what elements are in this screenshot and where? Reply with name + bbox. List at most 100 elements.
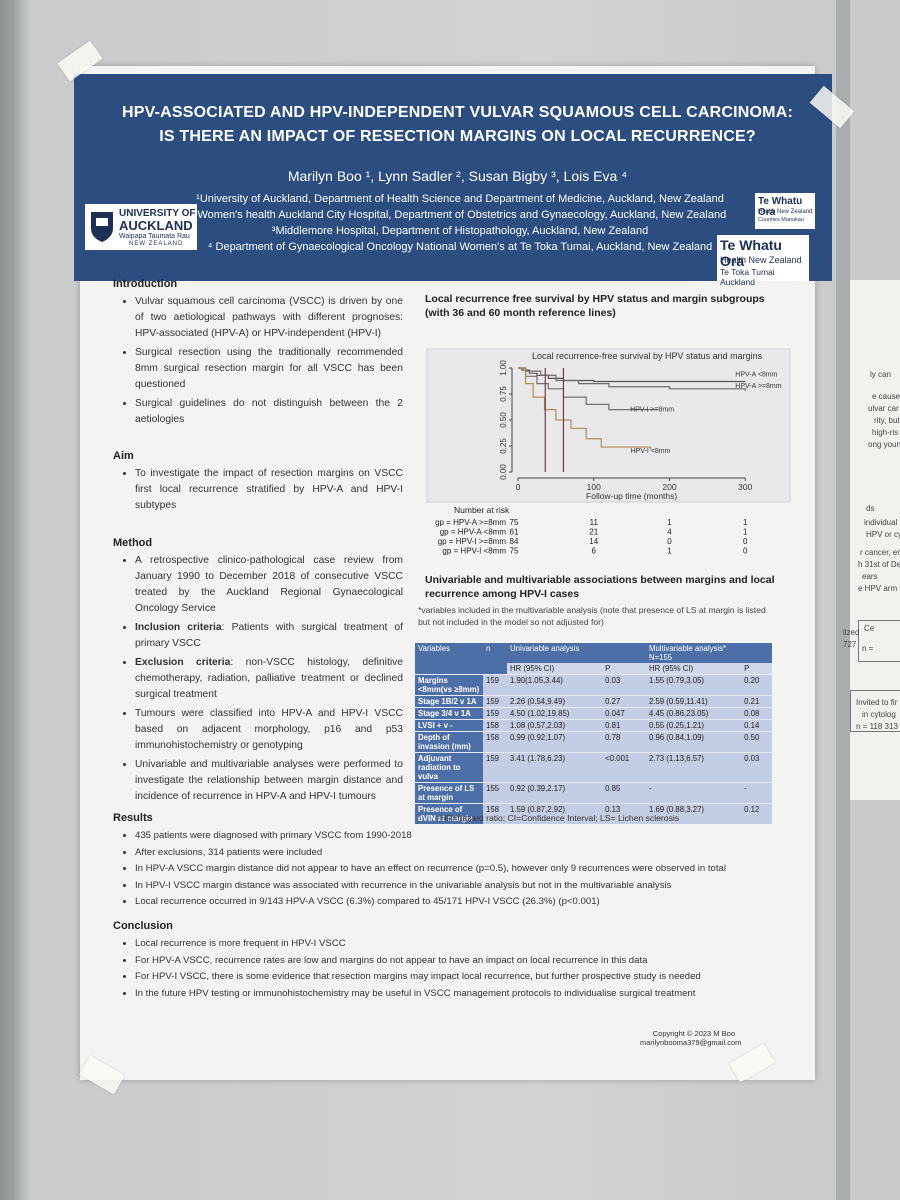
fragment-text: ds xyxy=(866,504,875,513)
logo-text: NEW ZEALAND xyxy=(129,241,184,247)
section-heading: Results xyxy=(113,812,153,824)
results-table: Variables n Univariable analysis Multivaria… xyxy=(415,643,772,824)
bullet: For HPV-I VSCC, there is some evidence t… xyxy=(135,969,783,986)
header-row: Variables n Univariable analysis Multivaria… xyxy=(415,643,772,675)
logo-text: Te Whatu Ora xyxy=(720,237,782,269)
bullet-text: : non-VSCC histology, definitive chemoth… xyxy=(135,657,403,700)
table-cell: 0.81 xyxy=(602,719,646,732)
auckland-logo: Te Whatu Ora Health New Zealand Te Toka … xyxy=(717,235,809,287)
table-cell: - xyxy=(645,782,742,804)
table-cell: 0.96 (0.84,1.09) xyxy=(645,731,742,753)
risk-count: 0 xyxy=(743,537,748,546)
bullet-list: Vulvar squamous cell carcinoma (VSCC) is… xyxy=(113,294,403,428)
logo-text: Counties Manukau xyxy=(758,217,804,223)
series-label: HPV-A <8mm xyxy=(735,372,777,379)
fragment-text: rity, but xyxy=(874,416,900,425)
table-cell: 0.13 xyxy=(602,803,646,824)
table-cell: 0.85 xyxy=(602,782,646,804)
risk-count: 61 xyxy=(510,528,519,537)
table-row: Stage 3/4 v 1A 159 4.50 (1.02,19.85) 0.047 4… xyxy=(415,707,772,720)
bullet: In HPV-A VSCC margin distance did not ap… xyxy=(135,861,783,878)
column-header: n xyxy=(483,643,507,675)
table-cell: 1.90(1.05,3.44) xyxy=(507,674,603,696)
authors: Marilyn Boo ¹, Lynn Sadler ², Susan Bigb… xyxy=(287,168,628,184)
fragment-text: 727 xyxy=(843,640,857,649)
counties-logo: Te Whatu Ora Health New Zealand Counties… xyxy=(755,193,815,229)
table-cell: 4.45 (0.86,23.05) xyxy=(645,707,742,720)
table-cell: 159 xyxy=(483,707,507,720)
flow-box xyxy=(850,690,900,732)
table-cell: 4.50 (1.02,19.85) xyxy=(507,707,603,720)
table-cell: 2.26 (0.54,9.49) xyxy=(507,695,603,708)
table-row: LVSI + v -158 1.08 (0.57,2.03) 0.81 0.55 (0… xyxy=(415,719,772,732)
bullet: Univariable and multivariable analyses w… xyxy=(135,757,403,805)
y-tick-label: 0.75 xyxy=(499,386,508,402)
bullet: Exclusion criteria: non-VSCC histology, … xyxy=(135,655,403,703)
fragment-text: e HPV arm c xyxy=(858,584,900,593)
university-logo: UNIVERSITY OF AUCKLAND Waipapa Taumata R… xyxy=(85,204,197,250)
introduction-section: Introduction Vulvar squamous cell carcino… xyxy=(113,278,403,431)
risk-label: gp = HPV-A <8mm xyxy=(440,528,507,537)
fragment-text: lized xyxy=(843,628,860,637)
table-cell: 0.12 xyxy=(741,803,772,824)
table-cell: 1.59 (0.87,2.92) xyxy=(507,803,603,824)
table-cell: 0.50 xyxy=(741,731,772,753)
table-cell: 3.41 (1.78,6.23) xyxy=(507,752,603,783)
figure-heading: Local recurrence free survival by HPV st… xyxy=(425,293,765,319)
table-body: Margins <8mm(vs ≥8mm) 159 1.90(1.05,3.44) 0… xyxy=(415,674,772,824)
table-cell: 0.78 xyxy=(602,731,646,753)
bullet: A retrospective clinico-pathological cas… xyxy=(135,553,403,617)
survival-curve xyxy=(518,367,652,450)
table-cell: 0.14 xyxy=(741,719,772,732)
header-band xyxy=(74,74,832,281)
risk-count: 4 xyxy=(667,528,672,537)
chart-background xyxy=(426,348,791,503)
frame-pole xyxy=(836,0,850,1200)
logo-text: UNIVERSITY OF xyxy=(119,208,196,219)
risk-count: 1 xyxy=(743,528,748,537)
bold-lead: Inclusion criteria xyxy=(135,622,222,633)
table-cell: 0.20 xyxy=(741,674,772,696)
table-cell: 0.03 xyxy=(741,752,772,783)
table-cell: 0.92 (0.39,2.17) xyxy=(507,782,603,804)
series-label: HPV-A >=8mm xyxy=(735,383,781,390)
fragment-text: ly can xyxy=(870,370,891,379)
table-note: *variables included in the multivariable… xyxy=(418,605,766,627)
risk-label: gp = HPV-I <8mm xyxy=(442,547,506,556)
section-heading: Introduction xyxy=(113,278,178,290)
affiliation: ²Women's health Auckland City Hospital, … xyxy=(193,209,727,221)
table-row: Margins <8mm(vs ≥8mm) 159 1.90(1.05,3.44) 0… xyxy=(415,674,772,696)
bullet: Vulvar squamous cell carcinoma (VSCC) is… xyxy=(135,294,403,342)
table-footnote: HR=hazard ratio; CI=Confidence Interval;… xyxy=(440,813,680,823)
table-cell: Margins <8mm(vs ≥8mm) xyxy=(415,674,483,696)
aim-section: AimTo investigate the impact of resectio… xyxy=(113,450,403,517)
affiliation: ³Middlemore Hospital, Department of Hist… xyxy=(271,225,649,237)
results-section: Results 435 patients were diagnosed with … xyxy=(113,812,783,911)
table-cell: 155 xyxy=(483,782,507,804)
survival-curve xyxy=(518,367,659,411)
copyright: Copyright © 2023 M Boo xyxy=(652,1029,735,1038)
bullet-list: 435 patients were diagnosed with primary… xyxy=(113,828,783,911)
fragment-text: Invited to fir xyxy=(856,698,898,707)
fragment-text: ulvar car xyxy=(868,404,899,413)
table-cell: Depth of invasion (mm) xyxy=(415,731,483,753)
table-cell: Stage 3/4 v 1A xyxy=(415,707,483,720)
table-cell: 2.59 (0.59,11.41) xyxy=(645,695,742,708)
fragment-text: ears xyxy=(862,572,878,581)
table-cell: Presence of LS at margin xyxy=(415,782,483,804)
bullet-list: To investigate the impact of resection m… xyxy=(113,466,403,514)
table-cell: 0.047 xyxy=(602,707,646,720)
table-cell: 2.73 (1.13,6.57) xyxy=(645,752,742,783)
risk-count: 1 xyxy=(667,547,672,556)
fragment-text: e cause xyxy=(872,392,900,401)
table-cell: <0.001 xyxy=(602,752,646,783)
fragment-text: high-ris xyxy=(872,428,899,437)
table-cell: Adjuvant radiation to vulva xyxy=(415,752,483,783)
x-tick-label: 100 xyxy=(587,482,601,492)
risk-count: 1 xyxy=(667,518,672,527)
fragment-text: individual xyxy=(864,518,898,527)
bullet: Surgical guidelines do not distinguish b… xyxy=(135,396,403,428)
series-label: HPV-I >=8mm xyxy=(630,407,674,414)
table-heading: Univariable and multivariable associatio… xyxy=(425,574,775,600)
flow-box xyxy=(858,620,900,662)
